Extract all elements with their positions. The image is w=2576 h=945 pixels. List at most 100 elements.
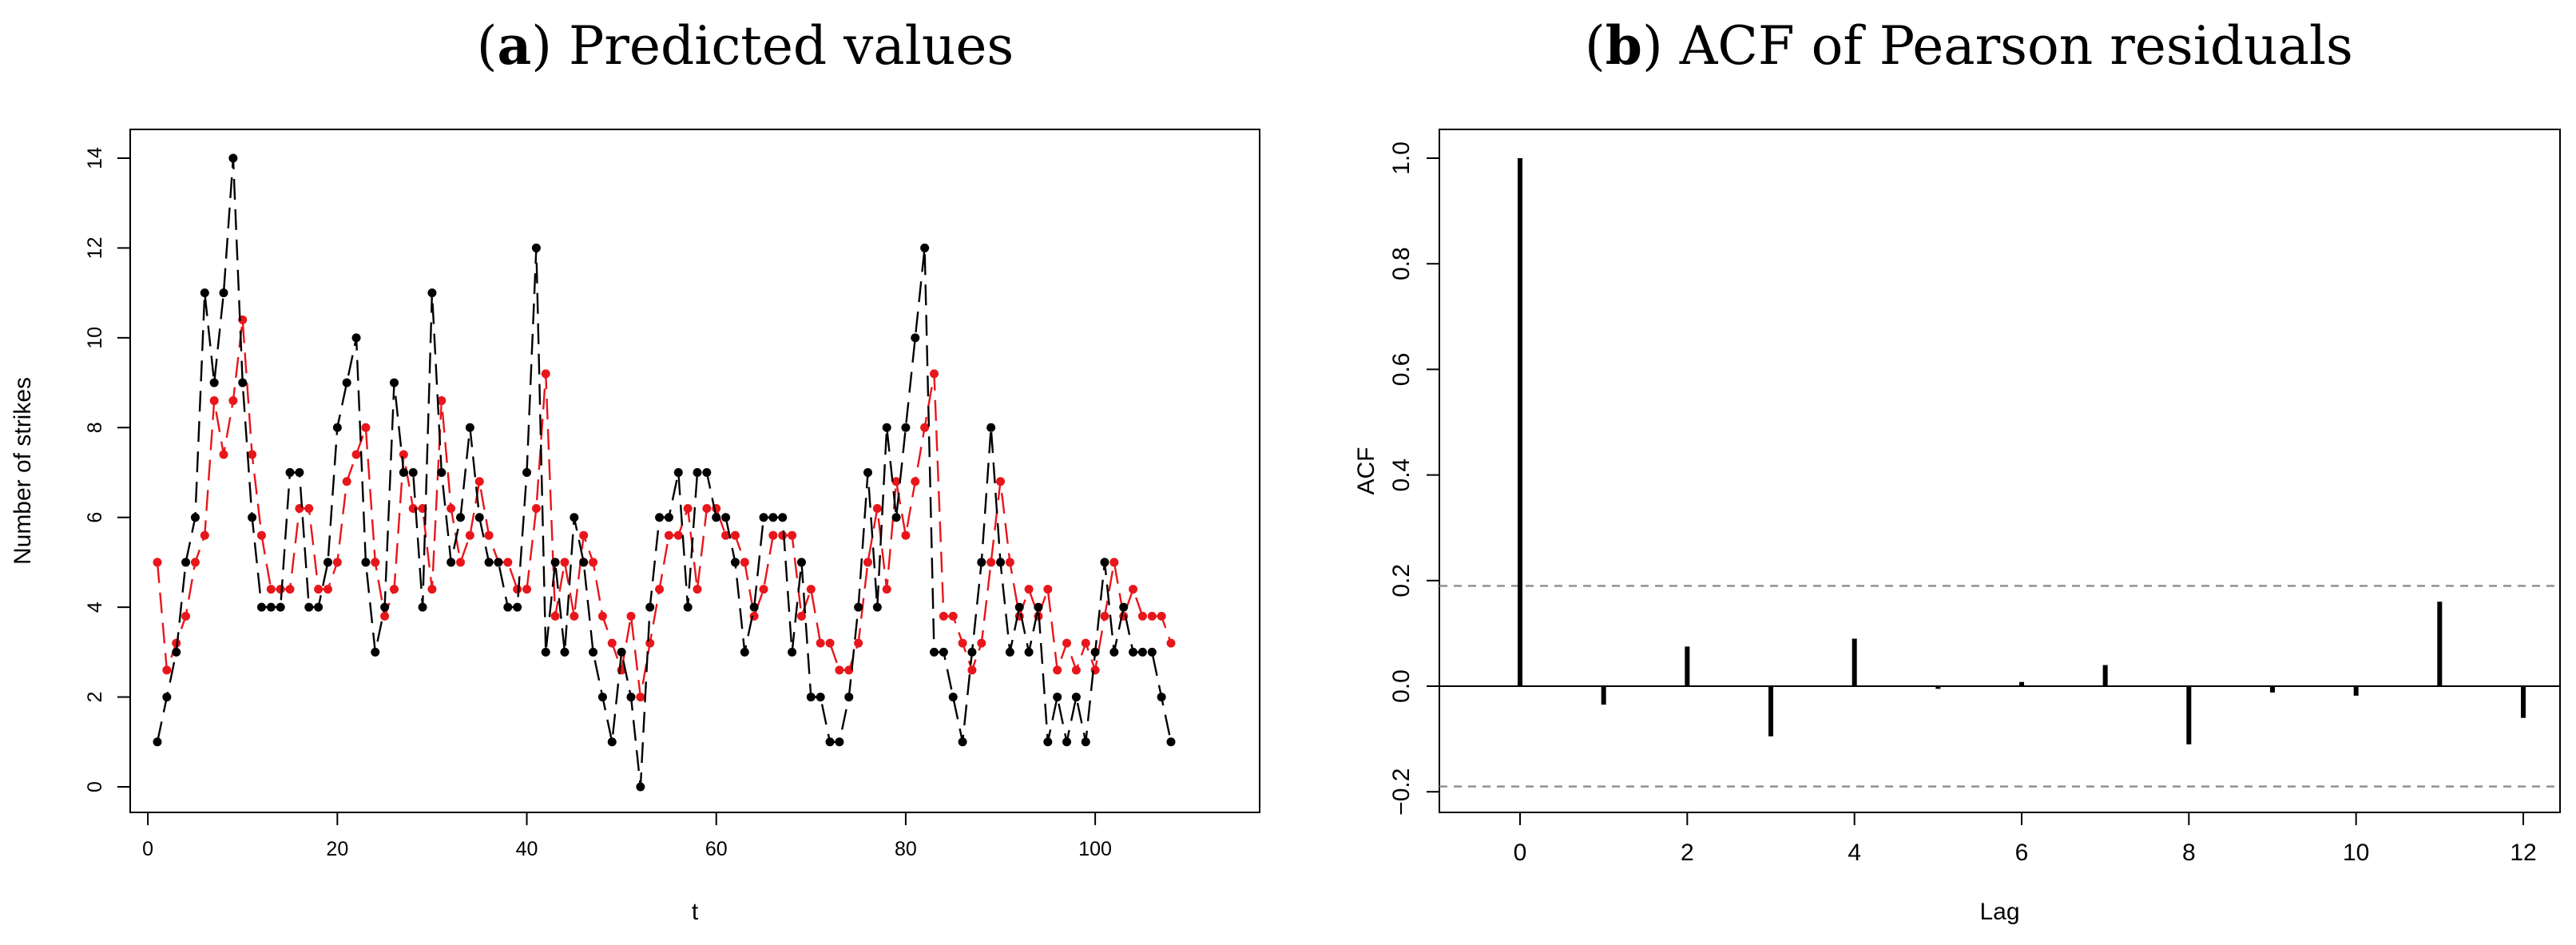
predicted-point: [1024, 585, 1034, 594]
observed-point: [541, 647, 550, 657]
observed-point: [153, 737, 162, 747]
observed-point: [200, 288, 209, 298]
observed-point: [465, 423, 474, 432]
observed-point: [371, 647, 380, 657]
y-tick-label: 0.2: [1388, 564, 1415, 598]
observed-series-line: [156, 157, 1173, 788]
observed-point: [597, 693, 607, 702]
y-axis-label: ACF: [1353, 447, 1379, 495]
observed-point: [778, 513, 788, 522]
predicted-point: [655, 585, 665, 594]
predicted-point: [607, 638, 617, 648]
acf-chart: 0 2 4 6 8 10 12 −0.2 0.0 0.2 0.4 0.6 0.8 1.0 Lag ACF: [1353, 129, 2561, 925]
observed-point: [948, 693, 958, 702]
predicted-point: [854, 638, 863, 648]
observed-point: [1062, 737, 1072, 747]
observed-point: [1024, 647, 1034, 657]
x-tick-label: 4: [1848, 840, 1861, 866]
observed-point: [768, 513, 778, 522]
predicted-point: [806, 585, 816, 594]
observed-point: [437, 468, 447, 477]
x-tick-label: 6: [2015, 840, 2029, 866]
predicted-point: [863, 558, 872, 567]
observed-point: [323, 558, 332, 567]
predicted-point: [882, 585, 891, 594]
observed-point: [1119, 602, 1129, 612]
predicted-point: [456, 558, 466, 567]
y-tick-label: 12: [84, 237, 106, 260]
x-tick-label: 12: [2510, 840, 2536, 866]
predicted-point: [550, 611, 560, 621]
predicted-point: [342, 477, 351, 486]
observed-point: [162, 693, 172, 702]
y-tick-label: 14: [84, 147, 106, 169]
predicted-point: [323, 585, 332, 594]
predicted-point: [248, 450, 257, 459]
predicted-point: [560, 558, 570, 567]
observed-point: [882, 423, 891, 432]
observed-point: [494, 558, 503, 567]
observed-point: [361, 558, 371, 567]
predicted-point: [513, 585, 522, 594]
predicted-point: [266, 585, 276, 594]
observed-point: [503, 602, 513, 612]
predicted-point: [759, 585, 768, 594]
panel-b-label: ACF of Pearson residuals: [1679, 15, 2353, 77]
x-tick-label: 40: [516, 838, 538, 860]
observed-point: [806, 693, 816, 702]
observed-point: [740, 647, 749, 657]
predicted-point: [570, 611, 579, 621]
observed-point: [1109, 647, 1119, 657]
predicted-point: [911, 477, 920, 486]
predicted-point: [522, 585, 532, 594]
predicted-point: [1062, 638, 1072, 648]
observed-point: [256, 602, 266, 612]
plot-frame-b: [1439, 129, 2561, 813]
predicted-point: [740, 558, 749, 567]
predicted-point: [503, 558, 513, 567]
predicted-point: [872, 503, 882, 513]
observed-point: [314, 602, 323, 612]
predicted-point: [285, 585, 295, 594]
x-axis-label: Lag: [1979, 899, 2019, 925]
observed-point: [693, 468, 702, 477]
predicted-point: [380, 611, 390, 621]
predicted-point: [1081, 638, 1090, 648]
predicted-point: [788, 530, 797, 540]
observed-point: [1129, 647, 1138, 657]
predicted-point: [664, 530, 673, 540]
predicted-point: [1053, 665, 1062, 675]
predicted-point: [721, 530, 731, 540]
predicted-point: [1147, 611, 1157, 621]
observed-point: [295, 468, 304, 477]
predicted-point: [958, 638, 967, 648]
predicted-point: [484, 530, 494, 540]
predicted-point: [645, 638, 655, 648]
observed-point: [1005, 647, 1014, 657]
predicted-point: [399, 450, 408, 459]
predicted-point: [673, 530, 683, 540]
predicted-point: [256, 530, 266, 540]
observed-point: [589, 647, 598, 657]
observed-point: [702, 468, 712, 477]
observed-point: [228, 153, 238, 163]
observed-point: [664, 513, 673, 522]
observed-point: [958, 737, 967, 747]
predicted-point: [977, 638, 986, 648]
observed-point: [190, 513, 200, 522]
observed-point: [872, 602, 882, 612]
predicted-point: [626, 611, 636, 621]
predicted-point: [1109, 558, 1119, 567]
observed-point: [1043, 737, 1053, 747]
observed-point: [911, 333, 920, 343]
y-tick-label: 10: [84, 327, 106, 349]
predicted-point: [332, 558, 342, 567]
predicted-point: [465, 530, 474, 540]
observed-point: [835, 737, 844, 747]
observed-point: [276, 602, 285, 612]
panel-b-title: (b) ACF of Pearson residuals: [1585, 14, 2353, 77]
observed-point: [891, 513, 901, 522]
predicted-point: [901, 530, 911, 540]
observed-point: [930, 647, 939, 657]
predicted-point: [768, 530, 778, 540]
